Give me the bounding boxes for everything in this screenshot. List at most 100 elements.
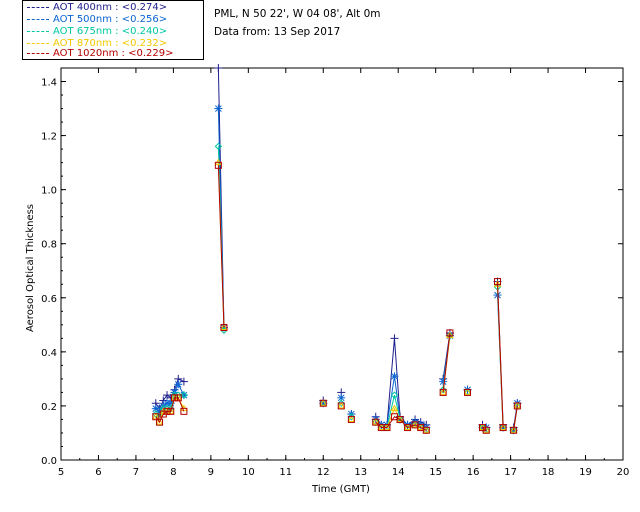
data-point-1020nm	[464, 388, 472, 396]
data-point-870nm	[411, 420, 419, 428]
data-point-870nm	[446, 331, 454, 339]
data-point-500nm-d2	[152, 405, 160, 412]
x-tick-label: 7	[133, 467, 139, 478]
legend-label-500nm: AOT 500nm : <0.256>	[53, 14, 168, 25]
legend-label-1020nm: AOT 1020nm : <0.229>	[53, 48, 174, 59]
legend-entry-400nm: AOT 400nm : <0.274>	[27, 2, 167, 14]
data-point-870nm	[371, 418, 380, 425]
data-point-870nm	[220, 323, 228, 331]
y-tick-label: 0.8	[41, 240, 57, 251]
data-point-500nm-d2	[391, 372, 398, 380]
series-1020nm	[152, 161, 521, 434]
x-tick-label: 9	[208, 467, 214, 478]
data-point-500nm-d2	[337, 394, 345, 402]
y-tick-label: 0.6	[41, 294, 57, 305]
series-line-400nm	[155, 378, 185, 410]
series-line-1020nm	[513, 405, 518, 431]
data-point-1020nm	[383, 424, 391, 432]
data-point-870nm	[337, 401, 346, 409]
date-info: Data from: 13 Sep 2017	[214, 26, 341, 38]
data-point-1020nm	[337, 402, 345, 410]
data-point-675nm	[337, 399, 345, 407]
y-tick-label: 1.0	[41, 186, 57, 197]
y-tick-label: 0.2	[41, 402, 57, 413]
data-point-870nm	[439, 388, 448, 395]
legend-entry-870nm: AOT 870nm : <0.232>	[27, 38, 167, 50]
x-tick-label: 12	[317, 467, 330, 478]
legend-entry-500nm: AOT 500nm : <0.256>	[27, 14, 167, 26]
legend-swatch-870nm	[27, 42, 49, 44]
data-point-1020nm	[439, 388, 447, 396]
series-line-1020nm	[496, 281, 504, 428]
data-point-870nm	[509, 426, 518, 433]
data-point-1020nm	[513, 402, 521, 410]
data-point-675nm	[347, 413, 356, 421]
data-point-870nm	[347, 415, 356, 422]
data-point-870nm	[463, 388, 472, 395]
data-point-1020nm	[220, 324, 228, 332]
data-point-1020nm	[499, 424, 507, 432]
data-point-1020nm	[446, 329, 454, 337]
data-point-675nm	[439, 386, 447, 394]
x-tick-label: 15	[429, 467, 442, 478]
x-tick-label: 13	[354, 467, 367, 478]
series-line-1020nm	[375, 416, 427, 431]
legend-swatch-400nm	[27, 6, 49, 8]
data-point-1020nm	[167, 407, 175, 415]
data-point-1020nm	[152, 413, 160, 421]
data-point-1020nm	[319, 399, 327, 407]
legend-label-870nm: AOT 870nm : <0.232>	[53, 38, 168, 49]
y-tick-label: 1.4	[41, 78, 57, 89]
series-line-1020nm	[217, 165, 225, 328]
x-axis-label: Time (GMT)	[311, 484, 370, 495]
axes: 5 6 7 8 9 10 11 12 13 14 15 16 17 18 19 20 0.0 0.2 0.4 0.6 0…	[41, 67, 630, 478]
legend: AOT 400nm : <0.274> AOT 500nm : <0.256> …	[22, 0, 204, 60]
data-point-675nm	[390, 391, 399, 399]
legend-entry-675nm: AOT 675nm : <0.240>	[27, 26, 167, 38]
data-point-1020nm	[156, 418, 164, 426]
data-point-870nm	[390, 404, 399, 412]
data-point-1020nm	[214, 161, 222, 169]
data-point-1020nm	[482, 426, 490, 434]
data-point-870nm	[319, 399, 328, 406]
y-tick-label: 0.4	[41, 348, 57, 359]
y-axis-label: Aerosol Optical Thickness	[25, 204, 36, 332]
data-point-1020nm	[493, 278, 501, 286]
legend-entry-1020nm: AOT 1020nm : <0.229>	[27, 48, 173, 60]
x-tick-label: 5	[58, 467, 64, 478]
series-line-1020nm	[442, 332, 451, 393]
data-point-870nm	[151, 412, 160, 420]
x-tick-label: 19	[579, 467, 592, 478]
data-point-1020nm	[347, 415, 355, 423]
data-point-675nm	[180, 391, 188, 399]
legend-swatch-500nm	[27, 18, 49, 20]
x-tick-label: 8	[170, 467, 176, 478]
legend-swatch-1020nm	[27, 52, 49, 54]
data-point-1020nm	[174, 394, 182, 402]
data-point-1020nm	[171, 394, 179, 402]
data-point-675nm	[214, 142, 223, 151]
legend-label-400nm: AOT 400nm : <0.274>	[53, 2, 168, 13]
data-point-1020nm	[404, 424, 412, 432]
series-layer	[151, 64, 522, 435]
x-tick-label: 16	[467, 467, 480, 478]
data-point-1020nm	[163, 407, 171, 415]
x-tick-label: 11	[279, 467, 292, 478]
x-tick-label: 14	[392, 467, 405, 478]
x-tick-label: 17	[504, 467, 517, 478]
x-tick-label: 20	[617, 467, 630, 478]
series-500nm	[151, 104, 522, 435]
data-point-1020nm	[372, 418, 380, 426]
series-400nm	[151, 64, 522, 432]
x-tick-label: 18	[542, 467, 555, 478]
y-tick-label: 0.0	[41, 456, 57, 467]
data-point-1020nm	[422, 426, 430, 434]
data-point-1020nm	[396, 415, 404, 423]
data-point-870nm	[499, 423, 507, 431]
data-point-1020nm	[510, 426, 518, 434]
series-line-400nm	[375, 338, 427, 426]
x-tick-label: 10	[242, 467, 255, 478]
legend-swatch-675nm	[27, 30, 49, 32]
data-point-870nm	[155, 418, 164, 425]
